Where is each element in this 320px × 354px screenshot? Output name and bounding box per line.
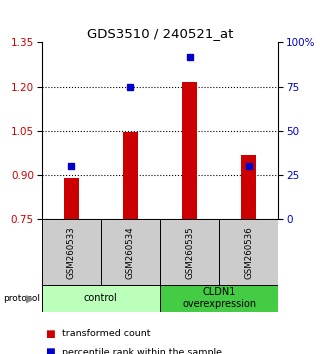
Text: ■: ■ [45, 347, 54, 354]
Bar [64, 178, 79, 219]
Text: GSM260535: GSM260535 [185, 226, 194, 279]
Title: GDS3510 / 240521_at: GDS3510 / 240521_at [87, 27, 233, 40]
Bar [123, 132, 138, 219]
Text: ■: ■ [45, 329, 54, 339]
Text: CLDN1
overexpression: CLDN1 overexpression [182, 287, 256, 309]
Bar [219, 219, 278, 285]
Bar [101, 219, 160, 285]
Bar [160, 285, 278, 312]
Text: protocol: protocol [3, 294, 40, 303]
Text: ▶: ▶ [26, 293, 35, 303]
Text: GSM260536: GSM260536 [244, 226, 253, 279]
Text: transformed count: transformed count [62, 329, 151, 338]
Text: control: control [84, 293, 118, 303]
Text: percentile rank within the sample: percentile rank within the sample [62, 348, 222, 354]
Bar [42, 219, 101, 285]
Bar [160, 219, 219, 285]
Bar [42, 285, 160, 312]
Text: GSM260534: GSM260534 [126, 226, 135, 279]
Text: GSM260533: GSM260533 [67, 226, 76, 279]
Bar [241, 155, 256, 219]
Bar [182, 82, 197, 219]
